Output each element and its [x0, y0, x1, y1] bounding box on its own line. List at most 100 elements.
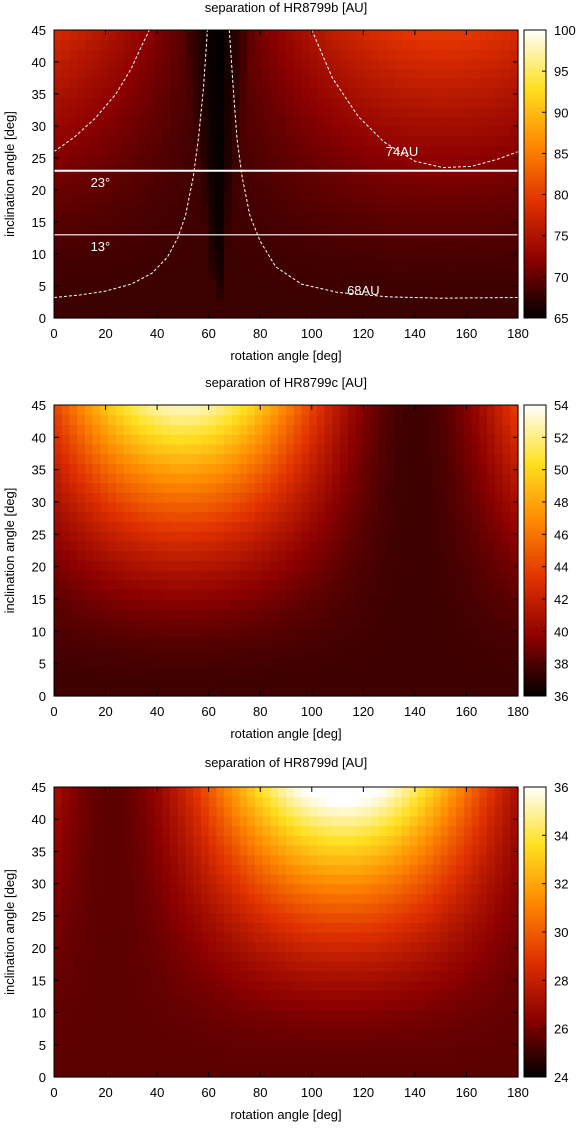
- heatmap-cell: [471, 550, 480, 561]
- heatmap-cell: [247, 686, 256, 697]
- heatmap-cell: [208, 521, 217, 532]
- heatmap-cell: [131, 941, 140, 952]
- heatmap-cell: [216, 492, 225, 503]
- heatmap-cell: [154, 298, 163, 309]
- heatmap-cell: [432, 637, 442, 649]
- heatmap-cell: [69, 279, 78, 290]
- heatmap-cell: [208, 405, 217, 416]
- heatmap-cell: [69, 463, 78, 474]
- heatmap-cell: [170, 540, 179, 552]
- heatmap-cell: [170, 521, 179, 532]
- heatmap-cell: [324, 686, 333, 697]
- heatmap-cell: [402, 87, 411, 98]
- heatmap-cell: [402, 502, 411, 513]
- heatmap-cell: [471, 135, 480, 146]
- heatmap-cell: [170, 796, 179, 807]
- heatmap-cell: [409, 414, 419, 425]
- heatmap-cell: [200, 657, 210, 668]
- heatmap-cell: [487, 443, 496, 455]
- heatmap-cell: [286, 183, 295, 194]
- heatmap-cell: [231, 502, 241, 513]
- heatmap-cell: [270, 999, 279, 1010]
- heatmap-cell: [448, 647, 457, 658]
- heatmap-cell: [123, 618, 132, 629]
- heatmap-cell: [54, 1009, 63, 1020]
- heatmap-cell: [139, 260, 148, 271]
- heatmap-cell: [262, 569, 272, 581]
- heatmap-cell: [378, 434, 388, 445]
- heatmap-cell: [247, 154, 256, 165]
- heatmap-cell: [386, 405, 395, 416]
- heatmap-cell: [324, 883, 333, 894]
- heatmap-cell: [432, 502, 442, 513]
- heatmap-cell: [146, 502, 156, 513]
- heatmap-cell: [409, 560, 419, 571]
- heatmap-cell: [363, 298, 372, 309]
- heatmap-cell: [371, 135, 380, 146]
- heatmap-cell: [355, 308, 364, 319]
- heatmap-cell: [123, 874, 132, 885]
- heatmap-cell: [131, 835, 140, 846]
- heatmap-cell: [239, 676, 248, 687]
- heatmap-cell: [185, 1019, 194, 1030]
- heatmap-cell: [224, 414, 233, 425]
- heatmap-cell: [208, 482, 217, 493]
- heatmap-cell: [170, 854, 179, 865]
- heatmap-cell: [440, 154, 449, 165]
- heatmap-cell: [494, 424, 504, 435]
- heatmap-cell: [224, 87, 233, 98]
- heatmap-cell: [170, 78, 179, 89]
- heatmap-cell: [386, 279, 395, 290]
- heatmap-cell: [231, 97, 241, 108]
- heatmap-cell: [200, 39, 210, 50]
- heatmap-cell: [123, 1019, 132, 1030]
- heatmap-cell: [115, 608, 125, 619]
- heatmap-cell: [208, 854, 217, 865]
- heatmap-cell: [224, 511, 233, 522]
- heatmap-cell: [309, 579, 318, 590]
- heatmap-cell: [185, 222, 194, 233]
- heatmap-cell: [239, 154, 248, 165]
- heatmap-cell: [177, 806, 187, 817]
- heatmap-cell: [402, 78, 411, 89]
- heatmap-cell: [355, 492, 364, 503]
- heatmap-cell: [193, 874, 202, 885]
- heatmap-cell: [409, 289, 419, 300]
- heatmap-cell: [409, 434, 419, 445]
- heatmap-cell: [293, 39, 303, 50]
- heatmap-cell: [417, 39, 426, 50]
- heatmap-cell: [61, 135, 71, 146]
- heatmap-cell: [425, 87, 434, 98]
- heatmap-cell: [471, 657, 480, 668]
- heatmap-cell: [185, 193, 194, 204]
- heatmap-cell: [108, 164, 117, 175]
- heatmap-cell: [216, 116, 225, 127]
- heatmap-cell: [471, 222, 480, 233]
- heatmap-cell: [131, 845, 140, 856]
- heatmap-cell: [332, 1028, 341, 1039]
- heatmap-cell: [270, 49, 279, 60]
- heatmap-cell: [479, 550, 488, 561]
- heatmap-cell: [162, 990, 171, 1001]
- heatmap-cell: [286, 657, 295, 668]
- heatmap-cell: [278, 241, 287, 252]
- heatmap-cell: [224, 1048, 233, 1059]
- heatmap-cell: [463, 521, 473, 532]
- heatmap-cell: [193, 540, 202, 552]
- heatmap-cell: [487, 193, 496, 204]
- heatmap-cell: [193, 854, 202, 865]
- heatmap-cell: [386, 289, 395, 300]
- heatmap-cell: [108, 647, 117, 658]
- heatmap-cell: [417, 608, 426, 619]
- heatmap-cell: [502, 222, 511, 233]
- heatmap-cell: [378, 164, 388, 175]
- heatmap-cell: [115, 980, 125, 991]
- heatmap-cell: [162, 599, 171, 610]
- heatmap-cell: [316, 126, 326, 137]
- heatmap-cell: [394, 58, 403, 69]
- heatmap-cell: [200, 202, 210, 213]
- heatmap-cell: [77, 941, 86, 952]
- heatmap-cell: [177, 676, 187, 687]
- heatmap-cell: [115, 453, 125, 464]
- heatmap-cell: [84, 511, 94, 522]
